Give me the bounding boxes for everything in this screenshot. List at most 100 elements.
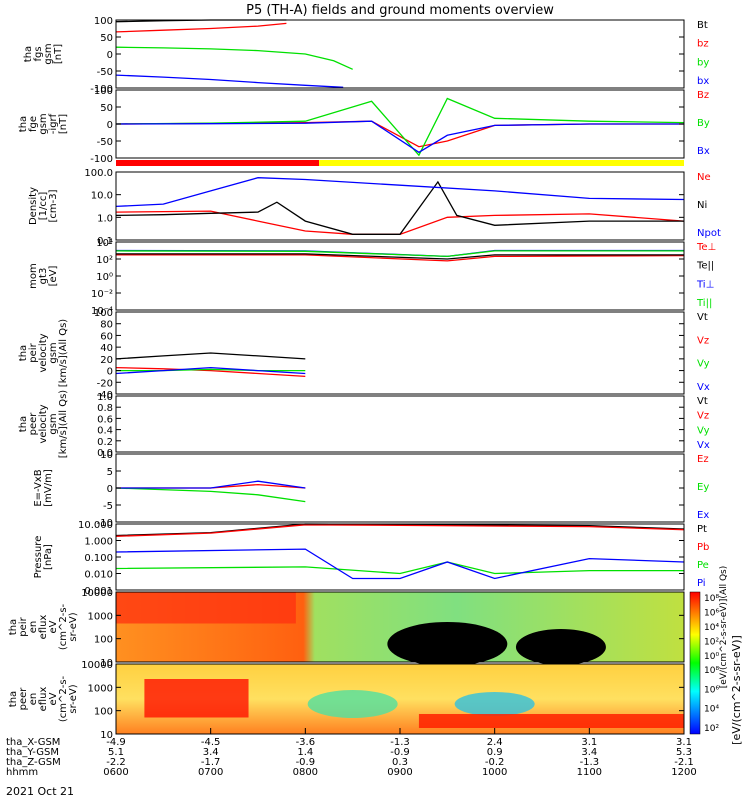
spectrogram-dark-region [515, 629, 606, 665]
ylabel-mom_temp: gt3 [38, 268, 49, 285]
colorbar-tick-label: 10² [704, 724, 719, 734]
ephemeris-value: 3.1 [581, 737, 597, 748]
series-line-efield-Ey [115, 487, 306, 503]
ytick-label-fge: 100 [94, 86, 113, 97]
ytick-label-peir_velocity: 80 [100, 320, 113, 331]
ytick-label-density: 10.0 [91, 191, 113, 202]
series-line-density-Npot [115, 177, 685, 208]
colorbar-tick-label: 10⁶ [704, 685, 719, 695]
panel-frame-peer_velocity [115, 395, 685, 453]
ephemeris-value: 0600 [103, 767, 128, 778]
colorbar-tick-label: 10⁸ [704, 594, 719, 604]
panel-efield: 10 5 0 -5 -10 E=-VxB [mV/m] Ez Ey Ex [33, 450, 709, 529]
ephemeris-value: 1.4 [297, 747, 313, 758]
colorbar-tick-label: 10⁰ [704, 652, 719, 662]
ylabel-peer_eflux: en [28, 693, 39, 706]
legend-label-efield: Ey [697, 482, 709, 493]
ylabel-peer_eflux: peer [18, 687, 29, 711]
ytick-label-peir_eflux: 1000 [88, 611, 113, 622]
legend-label-mom_temp: Te⊥ [696, 242, 716, 253]
ylabel-fgs: gsm [43, 43, 54, 64]
ylabel-fge: gsm [38, 113, 49, 134]
ylabel-fgs: tha [23, 46, 34, 62]
mode-bar-red [116, 160, 319, 166]
spectrogram-hot-region [144, 679, 249, 718]
ytick-label-pressure: 0.001 [84, 586, 113, 597]
ytick-label-peer_velocity: 0.6 [97, 414, 113, 425]
ytick-label-peer_eflux: 10 [100, 730, 113, 741]
ytick-label-fge: 50 [100, 103, 113, 114]
ylabel-efield: [mV/m] [43, 469, 54, 507]
legend-label-pressure: Pt [697, 524, 707, 535]
colorbar-scale [689, 591, 701, 735]
ephemeris-value: 0.9 [487, 747, 503, 758]
legend-label-peer_velocity: Vz [697, 411, 709, 422]
spectrogram-hot-band [418, 714, 684, 728]
ytick-label-density: 0.1 [97, 236, 113, 247]
colorbar-tick-label: 10⁴ [704, 705, 719, 715]
ylabel-peir_velocity: peir [28, 342, 39, 362]
ytick-label-density: 1.0 [97, 213, 113, 224]
ytick-label-pressure: 1.000 [84, 537, 113, 548]
ylabel-mom_temp: [eV] [48, 266, 59, 287]
series-line-fgs-bx [115, 74, 344, 88]
ytick-label-efield: 0 [107, 484, 113, 495]
colorbar-label: [eV/(cm^2-s-sr-eV)](All Qs) [719, 566, 729, 689]
legend-label-fgs: bx [697, 76, 709, 87]
panel-peer_eflux: 10000 1000 100 10 tha peer en eflux eV (cm^2-s-sr… [8, 660, 685, 741]
panel-peir_eflux: 10000 1000 100 10 tha peir en eflux eV (cm^2-s-sr… [8, 588, 685, 669]
ephemeris-value: 3.4 [581, 747, 597, 758]
legend-label-fge: Bx [697, 146, 710, 157]
ytick-label-peir_velocity: 40 [100, 343, 113, 354]
series-line-peir_velocity-Vz [115, 366, 306, 378]
ytick-label-fge: 0 [107, 120, 113, 131]
legend-label-mom_temp: Ti|| [696, 298, 712, 309]
ephemeris-value: -0.2 [485, 757, 505, 768]
ylabel-pressure: [nPa] [43, 544, 54, 570]
ytick-label-mom_temp: 10⁻² [91, 289, 113, 300]
ylabel-peir_eflux: (cm^2-s- [58, 603, 69, 650]
mode-bar-yellow [319, 160, 684, 166]
ytick-label-peer_velocity: 0.0 [97, 448, 113, 459]
panel-density: 100.0 10.0 1.0 0.1 Density [1/cc] [cm-3] Ne Ni Np… [28, 168, 721, 247]
series-line-fgs-bz [115, 22, 287, 33]
ylabel-peer_eflux: sr-eV) [68, 684, 79, 713]
ylabel-peir_eflux: peir [18, 616, 29, 636]
series-line-fgs-by [115, 46, 353, 70]
panel-fge: 100 50 0 -50 -100 tha fge gsm -igrf [nT] Bz By Bx [18, 86, 710, 165]
series-line-density-Ni [115, 180, 684, 235]
ylabel-peir_eflux: sr-eV) [68, 612, 79, 641]
ephemeris-value: 0.3 [392, 757, 408, 768]
series-line-peir_velocity-Vt [115, 352, 306, 360]
ylabel-fgs: fgs [33, 46, 44, 61]
legend-label-pressure: Pe [697, 560, 709, 571]
ephemeris-value: -0.9 [390, 747, 410, 758]
ephemeris-value: 5.3 [676, 747, 692, 758]
ephemeris-value: -2.2 [106, 757, 126, 768]
panel-fgs: 100 50 0 -50 -100 tha fgs gsm [nT] Bt bz by bx [23, 16, 709, 95]
ytick-label-fgs: 0 [107, 50, 113, 61]
ytick-label-mom_temp: 10⁴ [96, 238, 113, 249]
ytick-label-peir_velocity: -20 [97, 378, 113, 389]
legend-label-mom_temp: Ti⊥ [696, 279, 714, 290]
series-line-density-Ne [115, 210, 685, 235]
ytick-label-pressure: 0.100 [84, 553, 113, 564]
spectrogram-hot-region [116, 592, 296, 624]
chart-title: P5 (TH-A) fields and ground moments over… [246, 3, 554, 18]
ylabel-peir_eflux: eflux [38, 615, 49, 640]
legend-label-mom_temp: Te|| [696, 261, 714, 272]
ylabel-fge: fge [28, 116, 39, 132]
panel-frame-peir_velocity [115, 311, 685, 395]
ephemeris-value: 1100 [577, 767, 602, 778]
ytick-label-peir_eflux: 10000 [81, 588, 113, 599]
ylabel-peir_velocity: gsm [48, 342, 59, 363]
ylabel-peer_velocity: gsm [48, 413, 59, 434]
ephemeris-value: -1.3 [580, 757, 600, 768]
ylabel-peer_eflux: eV [48, 692, 59, 705]
legend-label-peer_velocity: Vt [697, 396, 708, 407]
ephemeris-value: 1200 [671, 767, 696, 778]
ylabel-mom_temp: mom [28, 263, 39, 289]
ytick-label-peer_eflux: 1000 [88, 683, 113, 694]
ephemeris-value: 0900 [387, 767, 412, 778]
